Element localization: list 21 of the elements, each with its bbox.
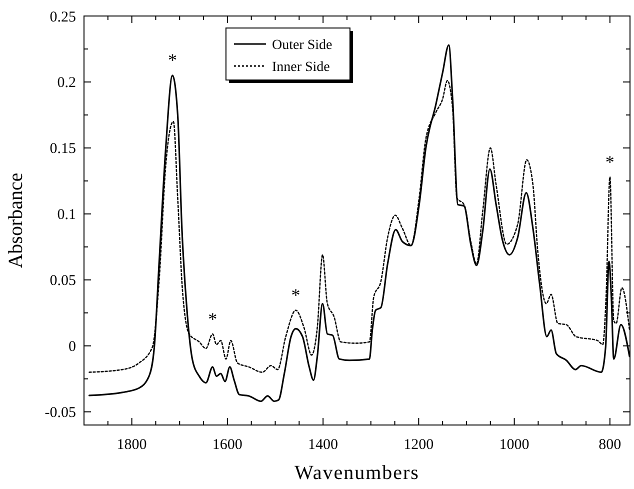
y-tick-label: 0.15 bbox=[50, 141, 76, 158]
x-tick-label: 1800 bbox=[116, 437, 147, 453]
y-tick-label: 0.1 bbox=[57, 207, 76, 224]
x-tick-label: 1400 bbox=[308, 437, 338, 453]
y-tick-label: 0 bbox=[68, 339, 76, 356]
y-tick-label: 0.2 bbox=[57, 75, 76, 92]
x-tick-label: 800 bbox=[598, 437, 622, 453]
x-tick-label: 1200 bbox=[404, 437, 434, 453]
legend-label: Outer Side bbox=[272, 38, 332, 53]
legend-label: Inner Side bbox=[272, 60, 330, 75]
annotation: * bbox=[208, 308, 218, 329]
annotation: * bbox=[291, 285, 300, 306]
y-tick-label: 0.05 bbox=[50, 273, 76, 290]
x-axis-title: Wavenumbers bbox=[294, 462, 420, 484]
y-tick-label: 0.25 bbox=[50, 9, 76, 26]
annotation: * bbox=[605, 152, 614, 172]
annotation: * bbox=[168, 50, 177, 70]
x-tick-label: 1000 bbox=[499, 437, 530, 453]
x-tick-label: 1600 bbox=[212, 437, 242, 453]
y-axis-title: Absorbance bbox=[5, 172, 27, 268]
y-tick-label: -0.05 bbox=[44, 405, 76, 422]
